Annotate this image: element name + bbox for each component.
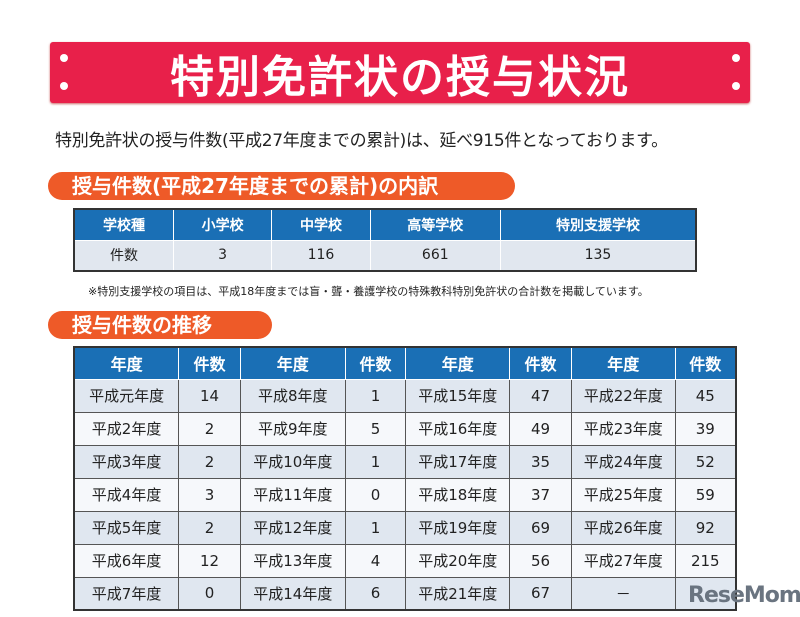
count-cell: 6 — [344, 576, 407, 611]
table-row: 平成3年度 2 平成10年度 1 平成17年度 35 平成24年度 52 — [73, 444, 737, 479]
column-header: 年度 — [405, 346, 511, 380]
count-cell: 0 — [178, 576, 241, 611]
count-cell: 56 — [509, 543, 572, 578]
table-cell: 661 — [369, 239, 501, 272]
column-header: 年度 — [239, 346, 346, 380]
year-cell: 平成17年度 — [405, 444, 511, 479]
resemom-logo: ReseMom — [688, 583, 800, 608]
lead-text: 特別免許状の授与件数(平成27年度までの累計)は、延べ915件となっております。 — [55, 131, 668, 151]
table-cell: 3 — [172, 239, 273, 272]
count-cell: 39 — [674, 411, 737, 446]
year-cell: 平成5年度 — [73, 510, 180, 545]
count-cell: 1 — [344, 444, 407, 479]
count-cell: 69 — [509, 510, 572, 545]
section-heading-trend: 授与件数の推移 — [48, 311, 272, 339]
section-heading-breakdown: 授与件数(平成27年度までの累計)の内訳 — [48, 172, 515, 200]
table-row: 平成2年度 2 平成9年度 5 平成16年度 49 平成23年度 39 — [73, 411, 737, 446]
year-cell: 平成8年度 — [239, 378, 346, 413]
count-cell: 35 — [509, 444, 572, 479]
year-cell: 平成19年度 — [405, 510, 511, 545]
count-cell: 2 — [178, 411, 241, 446]
year-cell: 平成25年度 — [570, 477, 676, 512]
count-cell: 12 — [178, 543, 241, 578]
column-header: 小学校 — [172, 208, 273, 241]
count-cell: 45 — [674, 378, 737, 413]
count-cell: 2 — [178, 510, 241, 545]
count-cell: 49 — [509, 411, 572, 446]
count-cell: 67 — [509, 576, 572, 611]
count-cell — [674, 576, 737, 611]
year-cell: 平成16年度 — [405, 411, 511, 446]
year-cell: 平成9年度 — [239, 411, 346, 446]
year-cell: 平成13年度 — [239, 543, 346, 578]
column-header: 件数 — [178, 346, 241, 380]
table-row: 平成元年度 14 平成8年度 1 平成15年度 47 平成22年度 45 — [73, 378, 737, 413]
breakdown-table: 学校種 小学校 中学校 高等学校 特別支援学校 件数 3 116 661 135 — [73, 208, 697, 272]
year-cell: 平成4年度 — [73, 477, 180, 512]
column-header: 特別支援学校 — [499, 208, 697, 241]
year-cell: 平成7年度 — [73, 576, 180, 611]
count-cell: 47 — [509, 378, 572, 413]
count-cell: 92 — [674, 510, 737, 545]
column-header: 年度 — [73, 346, 180, 380]
year-cell: 平成元年度 — [73, 378, 180, 413]
year-cell: 平成27年度 — [570, 543, 676, 578]
year-cell: 平成23年度 — [570, 411, 676, 446]
count-cell: 5 — [344, 411, 407, 446]
year-cell: 平成26年度 — [570, 510, 676, 545]
table-header-row: 年度 件数 年度 件数 年度 件数 年度 件数 — [73, 346, 737, 380]
year-cell: 平成12年度 — [239, 510, 346, 545]
column-header: 件数 — [344, 346, 407, 380]
table-row: 平成4年度 3 平成11年度 0 平成18年度 37 平成25年度 59 — [73, 477, 737, 512]
count-cell: 215 — [674, 543, 737, 578]
year-cell: 平成22年度 — [570, 378, 676, 413]
count-cell: 0 — [344, 477, 407, 512]
year-cell: 平成14年度 — [239, 576, 346, 611]
year-cell: 平成10年度 — [239, 444, 346, 479]
count-cell: 2 — [178, 444, 241, 479]
column-header: 件数 — [509, 346, 572, 380]
year-cell: 平成11年度 — [239, 477, 346, 512]
table-cell: 135 — [499, 239, 697, 272]
year-cell: 平成21年度 — [405, 576, 511, 611]
count-cell: 1 — [344, 378, 407, 413]
column-header: 件数 — [674, 346, 737, 380]
count-cell: 37 — [509, 477, 572, 512]
dot — [732, 82, 740, 90]
column-header: 年度 — [570, 346, 676, 380]
year-cell: 平成20年度 — [405, 543, 511, 578]
count-cell: 52 — [674, 444, 737, 479]
column-header: 高等学校 — [369, 208, 501, 241]
table-row: 平成6年度 12 平成13年度 4 平成20年度 56 平成27年度 215 — [73, 543, 737, 578]
dot — [732, 54, 740, 62]
dot — [60, 82, 68, 90]
page-title: 特別免許状の授与状況 — [170, 51, 630, 103]
count-cell: 14 — [178, 378, 241, 413]
year-cell: 平成6年度 — [73, 543, 180, 578]
table-cell: 116 — [271, 239, 371, 272]
year-cell: 平成2年度 — [73, 411, 180, 446]
table-row: 平成7年度 0 平成14年度 6 平成21年度 67 － — [73, 576, 737, 611]
year-cell: － — [570, 576, 676, 611]
table-row: 平成5年度 2 平成12年度 1 平成19年度 69 平成26年度 92 — [73, 510, 737, 545]
count-cell: 4 — [344, 543, 407, 578]
trend-table: 年度 件数 年度 件数 年度 件数 年度 件数 平成元年度 14 平成8年度 1 平成15年度 47 平成2… — [73, 346, 737, 611]
table-header-row: 学校種 小学校 中学校 高等学校 特別支援学校 — [73, 208, 697, 241]
count-cell: 3 — [178, 477, 241, 512]
table-cell: 件数 — [73, 239, 174, 272]
footnote: ※特別支援学校の項目は、平成18年度までは盲・聾・養護学校の特殊教科特別免許状の… — [88, 285, 649, 298]
year-cell: 平成15年度 — [405, 378, 511, 413]
title-banner: 特別免許状の授与状況 — [50, 42, 750, 103]
count-cell: 1 — [344, 510, 407, 545]
year-cell: 平成3年度 — [73, 444, 180, 479]
count-cell: 59 — [674, 477, 737, 512]
column-header: 学校種 — [73, 208, 174, 241]
column-header: 中学校 — [271, 208, 371, 241]
table-row: 件数 3 116 661 135 — [73, 239, 697, 272]
year-cell: 平成18年度 — [405, 477, 511, 512]
year-cell: 平成24年度 — [570, 444, 676, 479]
dot — [60, 54, 68, 62]
